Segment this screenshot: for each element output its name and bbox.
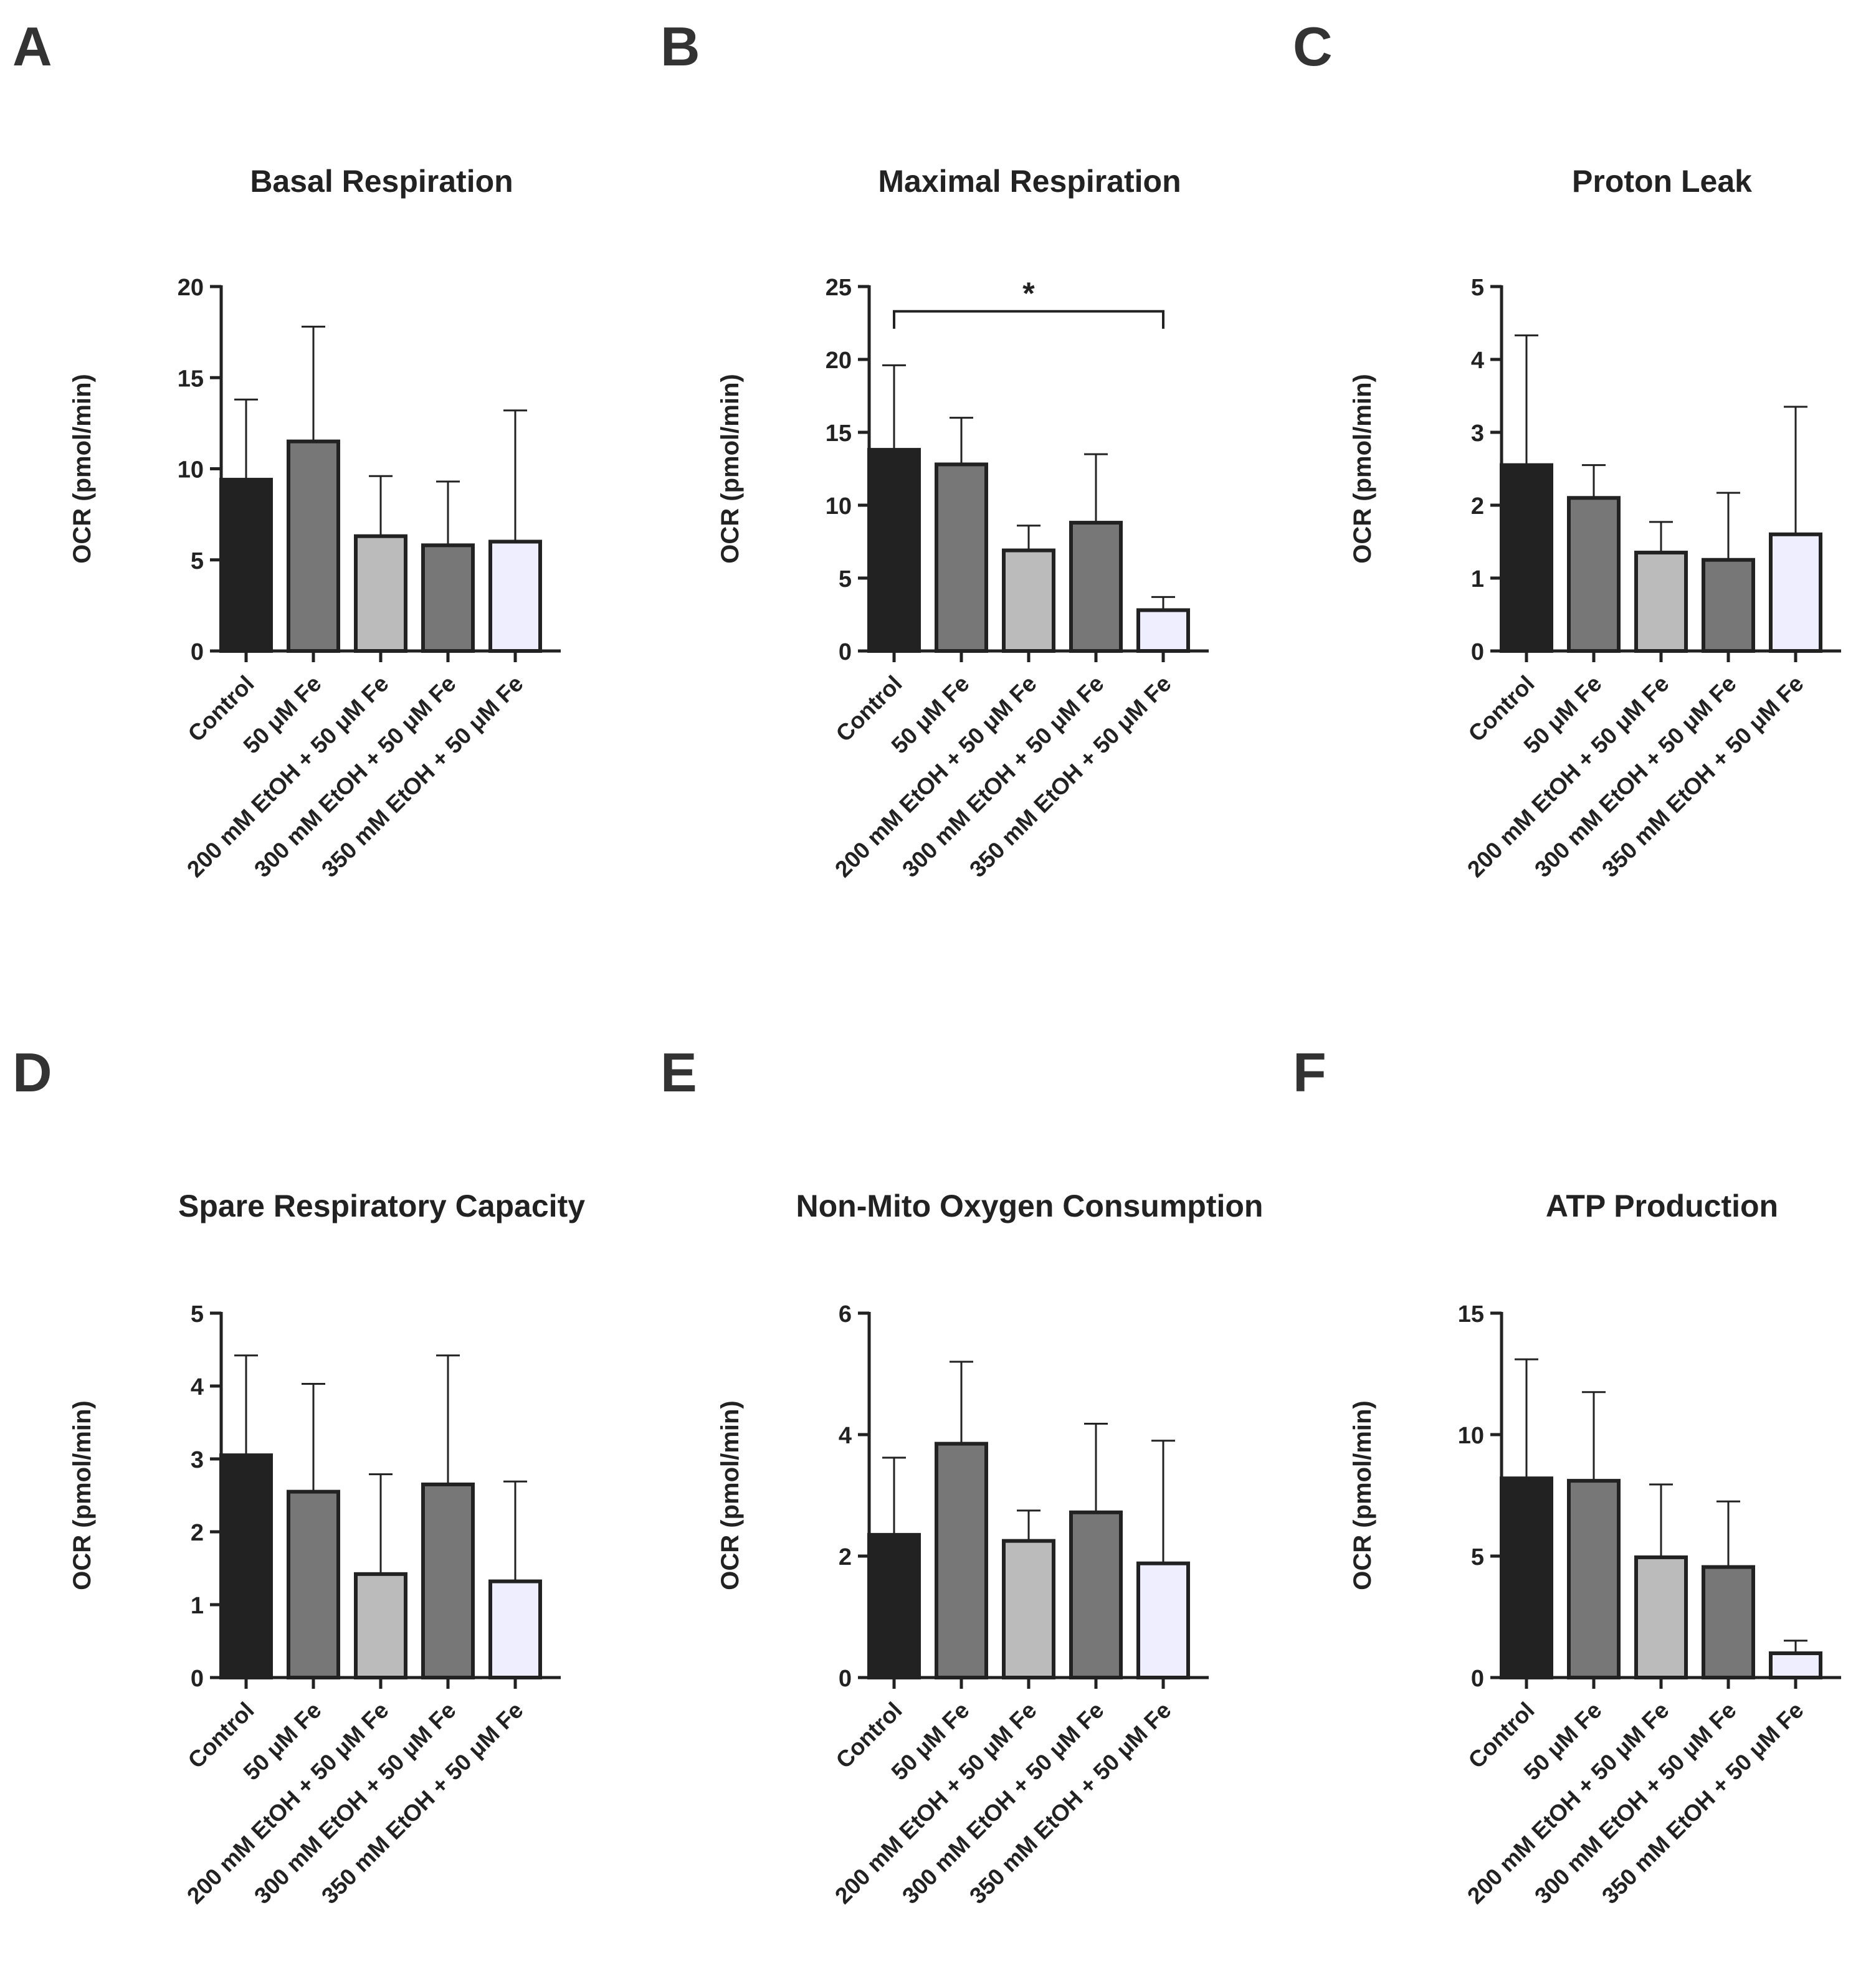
chart-title: Non-Mito Oxygen Consumption [796,1189,1264,1223]
bar [1702,1565,1755,1680]
y-tick-label: 3 [1471,420,1484,447]
y-tick-label: 4 [839,1423,852,1449]
y-tick-label: 2 [191,1520,204,1546]
bar [488,1579,542,1680]
significance-bracket [893,310,1164,329]
y-tick-label: 5 [1471,275,1484,301]
bar [287,1489,340,1679]
bar [421,543,475,653]
y-axis-label: OCR (pmol/min) [717,374,744,563]
panel-label: F [1293,1042,1326,1103]
bar [867,1532,921,1679]
y-tick-label: 5 [191,548,204,574]
y-axis-label: OCR (pmol/min) [69,1400,96,1590]
panel-d: D Spare Respiratory Capacity OCR (pmol/min… [12,1042,585,1909]
y-tick-label: 20 [826,348,852,374]
panel-label: B [660,16,700,77]
y-tick-label: 15 [826,420,852,447]
y-tick-label: 0 [191,1666,204,1692]
y-tick-label: 0 [839,1666,852,1692]
bar [1634,1555,1688,1679]
bar [421,1482,475,1679]
bar [219,1453,273,1679]
y-axis-label: OCR (pmol/min) [1349,374,1376,563]
y-tick-label: 1 [191,1593,204,1619]
bar [1069,521,1123,653]
y-axis-label: OCR (pmol/min) [1349,1400,1376,1590]
bar [1769,532,1822,653]
y-axis-label: OCR (pmol/min) [717,1400,744,1590]
y-tick-label: 3 [191,1447,204,1473]
y-tick-label: 2 [1471,493,1484,520]
significance-marker: * [1022,276,1035,311]
y-tick-label: 25 [826,275,852,301]
bar [354,534,407,653]
bar [219,478,273,653]
bar [1769,1651,1822,1679]
bar [488,539,542,653]
bar [1136,1561,1190,1679]
y-tick-label: 0 [1471,1666,1484,1692]
y-tick-label: 10 [1458,1423,1484,1449]
y-tick-label: 0 [839,639,852,665]
bar [1002,548,1055,653]
bar [935,462,988,653]
y-tick-label: 5 [191,1301,204,1327]
y-tick-label: 0 [1471,639,1484,665]
bar [1069,1510,1123,1680]
y-tick-label: 15 [178,366,204,392]
y-tick-label: 5 [1471,1544,1484,1570]
y-tick-label: 0 [191,639,204,665]
y-tick-label: 4 [1471,348,1484,374]
y-tick-label: 15 [1458,1301,1484,1327]
y-tick-label: 6 [839,1301,852,1327]
y-axis-label: OCR (pmol/min) [69,374,96,563]
y-tick-label: 10 [178,457,204,483]
panel-label: A [12,16,52,77]
bar [287,439,340,653]
chart-title: Proton Leak [1572,164,1752,199]
bar [1702,558,1755,653]
bar [867,448,921,653]
chart-title: ATP Production [1546,1189,1778,1223]
bar [1634,551,1688,653]
bar [1002,1539,1055,1679]
chart-title: Basal Respiration [250,164,513,199]
bar [1567,1479,1621,1680]
y-tick-label: 10 [826,493,852,520]
bar [1136,608,1190,653]
panel-label: C [1293,16,1333,77]
bar [354,1572,407,1680]
bar [1500,463,1553,653]
bar [1567,496,1621,653]
bar [1500,1476,1553,1679]
panel-label: E [660,1042,697,1103]
y-tick-label: 2 [839,1544,852,1570]
chart-title: Spare Respiratory Capacity [178,1189,585,1223]
bar [935,1441,988,1679]
panel-label: D [12,1042,52,1103]
y-tick-label: 1 [1471,566,1484,592]
chart-title: Maximal Respiration [878,164,1181,199]
y-tick-label: 4 [191,1374,204,1400]
y-tick-label: 5 [839,566,852,592]
y-tick-label: 20 [178,275,204,301]
